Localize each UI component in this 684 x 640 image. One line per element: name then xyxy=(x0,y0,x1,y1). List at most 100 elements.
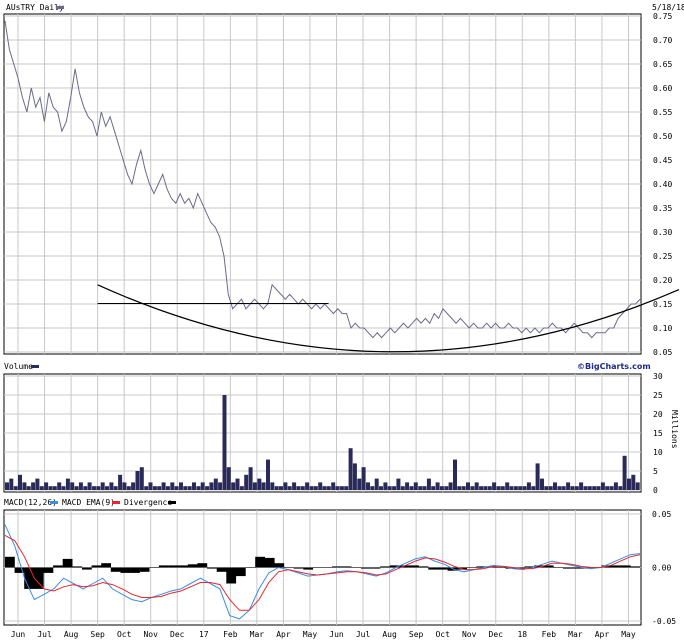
volume-bar xyxy=(322,486,327,490)
macd-tick-label: -0.05 xyxy=(652,617,676,626)
volume-bar xyxy=(470,486,475,490)
x-tick-label: Apr xyxy=(276,630,291,639)
price-tick-label: 0.75 xyxy=(653,12,672,21)
volume-bar xyxy=(39,486,44,490)
volume-bar xyxy=(35,478,40,490)
price-tick-label: 0.25 xyxy=(653,252,672,261)
volume-bar xyxy=(418,486,423,490)
volume-bar xyxy=(531,486,536,490)
volume-tick-label: 15 xyxy=(653,429,663,438)
volume-bar xyxy=(366,482,370,490)
price-tick-label: 0.65 xyxy=(653,60,672,69)
volume-bar xyxy=(352,463,357,490)
macd-legend-divergence-swatch xyxy=(168,501,176,504)
macd-ema-line xyxy=(4,534,641,611)
volume-bar xyxy=(135,471,140,490)
divergence-bar xyxy=(418,566,429,568)
volume-bar xyxy=(318,482,323,490)
volume-bar xyxy=(152,486,157,490)
macd-divergence-bars xyxy=(5,556,641,589)
price-panel: 0.75 0.70 0.65 0.60 0.55 0.50 0.45 0.40 0.35 0.30… xyxy=(3,12,680,357)
divergence-bar xyxy=(303,567,314,570)
volume-bar xyxy=(505,482,510,490)
volume-bar xyxy=(9,478,14,490)
macd-legend-ema: MACD EMA(9) xyxy=(62,498,115,507)
x-tick-label: Sep xyxy=(409,630,424,639)
volume-bar xyxy=(5,482,9,490)
ticker-label: AUsTRY Daily xyxy=(6,3,64,12)
divergence-bar xyxy=(534,565,544,568)
volume-bar xyxy=(48,486,53,490)
volume-bar xyxy=(248,467,253,490)
divergence-bar xyxy=(466,567,477,568)
volume-bar xyxy=(461,486,466,490)
divergence-bar xyxy=(139,567,150,572)
volume-bar xyxy=(474,482,479,490)
ticker-legend-swatch xyxy=(56,6,64,9)
volume-bar xyxy=(170,482,175,490)
x-tick-label: May xyxy=(303,630,318,639)
volume-bar xyxy=(231,482,236,490)
volume-bar xyxy=(400,486,405,490)
x-tick-label: Oct xyxy=(435,630,450,639)
volume-bar xyxy=(348,448,353,490)
volume-bar xyxy=(439,486,444,490)
volume-bar xyxy=(622,455,627,490)
x-tick-label: Mar xyxy=(568,630,583,639)
divergence-bar xyxy=(33,567,44,589)
divergence-bar xyxy=(312,567,323,568)
volume-bar xyxy=(379,486,383,490)
volume-bar xyxy=(448,482,453,490)
divergence-bar xyxy=(322,567,333,568)
divergence-bar xyxy=(226,567,237,584)
volume-bar xyxy=(109,482,114,490)
volume-bar xyxy=(613,482,618,490)
volume-legend-swatch xyxy=(31,365,39,368)
volume-bar xyxy=(44,482,49,490)
divergence-bar xyxy=(5,556,15,568)
volume-bar xyxy=(305,482,310,490)
volume-bar xyxy=(513,486,518,490)
volume-bar xyxy=(583,486,588,490)
volume-bar xyxy=(92,486,96,490)
divergence-bar xyxy=(274,563,285,568)
divergence-bar xyxy=(216,567,227,572)
divergence-bar xyxy=(293,567,304,569)
volume-bars xyxy=(5,395,640,490)
volume-bar xyxy=(313,486,318,490)
volume-bar xyxy=(635,482,640,490)
divergence-bar xyxy=(341,566,352,568)
volume-bar xyxy=(574,486,579,490)
divergence-bar xyxy=(495,567,506,568)
price-tick-label: 0.35 xyxy=(653,204,672,213)
volume-bar xyxy=(113,486,118,490)
volume-bar xyxy=(157,486,162,490)
volume-bar xyxy=(179,482,183,490)
volume-bar xyxy=(457,486,462,490)
volume-bar xyxy=(374,478,379,490)
volume-bar xyxy=(544,486,549,490)
divergence-bar xyxy=(207,567,217,569)
volume-bar xyxy=(405,482,410,490)
volume-bar xyxy=(605,486,610,490)
divergence-bar xyxy=(399,565,410,568)
volume-tick-label: 25 xyxy=(653,391,663,400)
volume-bar xyxy=(126,486,131,490)
macd-legend-divergence: Divergence xyxy=(124,498,172,507)
x-tick-label: Feb xyxy=(223,630,238,639)
volume-bar xyxy=(257,478,262,490)
brand-watermark: ©BigCharts.com xyxy=(577,362,651,371)
divergence-bar xyxy=(284,567,294,568)
macd-tick-label: 0.05 xyxy=(652,510,671,519)
volume-grid xyxy=(4,374,641,492)
x-tick-label: 17 xyxy=(199,630,209,639)
x-tick-label: Jul xyxy=(37,630,52,639)
price-grid xyxy=(4,14,641,354)
volume-bar xyxy=(239,486,244,490)
volume-bar xyxy=(526,482,531,490)
x-tick-label: May xyxy=(621,630,636,639)
volume-tick-label: 30 xyxy=(653,372,663,381)
volume-bar xyxy=(292,482,297,490)
divergence-bar xyxy=(543,565,554,568)
divergence-bar xyxy=(53,565,63,568)
